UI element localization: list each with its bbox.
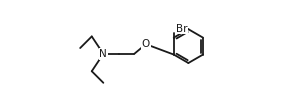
Text: O: O (142, 39, 150, 49)
Text: Br: Br (176, 24, 187, 34)
Text: N: N (99, 49, 107, 59)
